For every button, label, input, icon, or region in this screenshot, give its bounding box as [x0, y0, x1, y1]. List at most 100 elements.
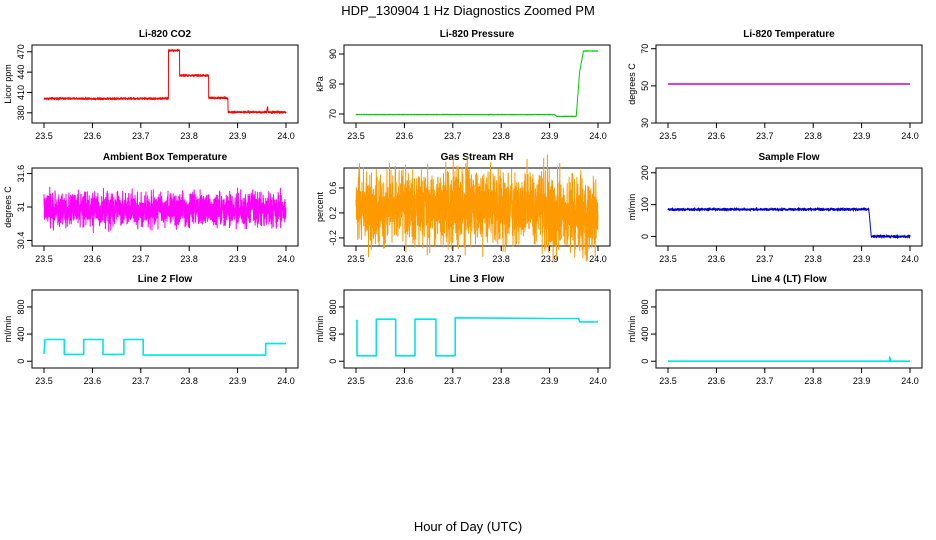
y-axis-label: ml/min	[627, 316, 637, 343]
x-tick-label: 23.7	[444, 376, 462, 386]
series-line-line-2-flow	[43, 338, 286, 356]
panel-title: Line 2 Flow	[138, 274, 193, 285]
series-line-line-3-flow	[356, 316, 598, 357]
y-tick-label: 30	[640, 118, 650, 128]
panel-title: Li-820 Pressure	[440, 29, 515, 40]
x-tick-label: 23.9	[541, 376, 559, 386]
y-tick-label: 400	[16, 327, 26, 342]
y-axis-label: ml/min	[315, 316, 325, 343]
x-tick-label: 24.0	[589, 254, 607, 264]
x-tick-label: 23.5	[659, 376, 677, 386]
y-axis-label: ml/min	[627, 194, 637, 221]
x-tick-label: 24.0	[277, 254, 295, 264]
panel-line-4-lt-flow: Line 4 (LT) Flow 23.5 23.6 23.7 23.8 23.9 24.0…	[627, 274, 923, 386]
x-tick-label: 23.6	[708, 254, 726, 264]
figure-title: HDP_130904 1 Hz Diagnostics Zoomed PM	[341, 3, 595, 18]
x-tick-label: 23.8	[804, 376, 822, 386]
panel-title: Gas Stream RH	[441, 152, 514, 163]
panel-title: Li-820 Temperature	[743, 29, 835, 40]
y-tick-label: 90	[328, 49, 338, 59]
plot-frame	[343, 167, 611, 247]
x-tick-label: 23.9	[853, 131, 871, 141]
panel-gas-stream-rh: Gas Stream RH 23.5 23.6 23.7 23.8 23.9 24.0 -0.…	[315, 152, 611, 264]
x-tick-label: 24.0	[277, 376, 295, 386]
x-tick-label: 24.0	[277, 131, 295, 141]
x-tick-label: 23.9	[541, 131, 559, 141]
series-line-line-4-lt-flow	[668, 356, 910, 363]
x-tick-label: 23.8	[492, 131, 510, 141]
x-tick-label: 23.5	[659, 254, 677, 264]
series-line-li-820-co2	[43, 48, 287, 114]
x-tick-label: 23.6	[396, 376, 414, 386]
x-tick-label: 23.6	[708, 131, 726, 141]
y-tick-label: 50	[640, 81, 650, 91]
x-tick-label: 23.5	[659, 131, 677, 141]
y-tick-label: 470	[16, 44, 26, 59]
y-axis-label: ml/min	[3, 316, 13, 343]
x-tick-label: 24.0	[901, 131, 919, 141]
x-tick-label: 23.6	[396, 254, 414, 264]
x-tick-label: 23.6	[708, 376, 726, 386]
y-tick-label: 800	[328, 299, 338, 314]
panel-sample-flow: Sample Flow 23.5 23.6 23.7 23.8 23.9 24.0 0 100 2…	[627, 152, 923, 264]
plot-frame	[343, 289, 611, 369]
x-tick-label: 23.7	[132, 131, 150, 141]
panel-title: Ambient Box Temperature	[103, 152, 228, 163]
x-tick-label: 23.7	[756, 376, 774, 386]
x-tick-label: 23.8	[492, 376, 510, 386]
y-tick-label: 80	[328, 79, 338, 89]
x-tick-label: 23.7	[444, 254, 462, 264]
x-tick-label: 23.8	[180, 131, 198, 141]
x-tick-label: 23.5	[35, 131, 53, 141]
x-tick-label: 23.8	[492, 254, 510, 264]
x-tick-label: 23.9	[853, 254, 871, 264]
x-tick-label: 23.6	[84, 376, 102, 386]
x-tick-label: 23.9	[229, 376, 247, 386]
y-tick-label: 440	[16, 65, 26, 80]
x-tick-label: 23.5	[347, 254, 365, 264]
y-tick-label: 0	[640, 234, 650, 239]
x-tick-label: 23.5	[35, 254, 53, 264]
y-tick-label: 0	[640, 359, 650, 364]
y-tick-label: 70	[640, 44, 650, 54]
panel-title: Line 3 Flow	[450, 274, 505, 285]
y-axis-label: degrees C	[3, 186, 13, 228]
plot-frame	[655, 44, 923, 124]
x-tick-label: 24.0	[589, 376, 607, 386]
x-tick-label: 23.6	[396, 131, 414, 141]
y-tick-label: 800	[16, 299, 26, 314]
x-tick-label: 23.9	[541, 254, 559, 264]
y-tick-label: 0.6	[328, 182, 338, 195]
y-axis-label: degrees C	[627, 63, 637, 105]
x-tick-label: 23.8	[804, 254, 822, 264]
panel-line-2-flow: Line 2 Flow 23.5 23.6 23.7 23.8 23.9 24.0 0 400 8…	[3, 274, 299, 386]
y-tick-label: 0	[328, 359, 338, 364]
y-tick-label: 0.2	[328, 207, 338, 220]
chart-panels: Li-820 CO2 23.5 23.6 23.7 23.8 23.9 24.0 380 410…	[3, 29, 923, 386]
y-tick-label: 800	[640, 299, 650, 314]
y-tick-label: 410	[16, 85, 26, 100]
x-tick-label: 23.7	[132, 376, 150, 386]
panel-li-820-co2: Li-820 CO2 23.5 23.6 23.7 23.8 23.9 24.0 380 410…	[3, 29, 299, 141]
plot-frame	[31, 289, 299, 369]
x-tick-label: 23.7	[756, 254, 774, 264]
y-tick-label: 0	[16, 359, 26, 364]
y-tick-label: 400	[328, 327, 338, 342]
x-tick-label: 23.9	[853, 376, 871, 386]
x-tick-label: 23.5	[347, 376, 365, 386]
y-tick-label: 380	[16, 105, 26, 120]
y-tick-label: 100	[640, 197, 650, 212]
x-tick-label: 23.8	[180, 376, 198, 386]
y-tick-label: 31.6	[16, 165, 26, 183]
y-axis-label: kPa	[315, 76, 325, 92]
x-tick-label: 23.8	[804, 131, 822, 141]
series-line-ambient-box-temperature	[43, 186, 287, 233]
x-tick-label: 24.0	[589, 131, 607, 141]
panel-title: Sample Flow	[758, 152, 819, 163]
x-tick-label: 23.7	[756, 131, 774, 141]
y-axis-label: percent	[315, 191, 325, 222]
panel-ambient-box-temperature: Ambient Box Temperature 23.5 23.6 23.7 23.8 2…	[3, 152, 299, 264]
plot-frame	[31, 44, 299, 124]
figure-xlabel: Hour of Day (UTC)	[414, 519, 522, 534]
